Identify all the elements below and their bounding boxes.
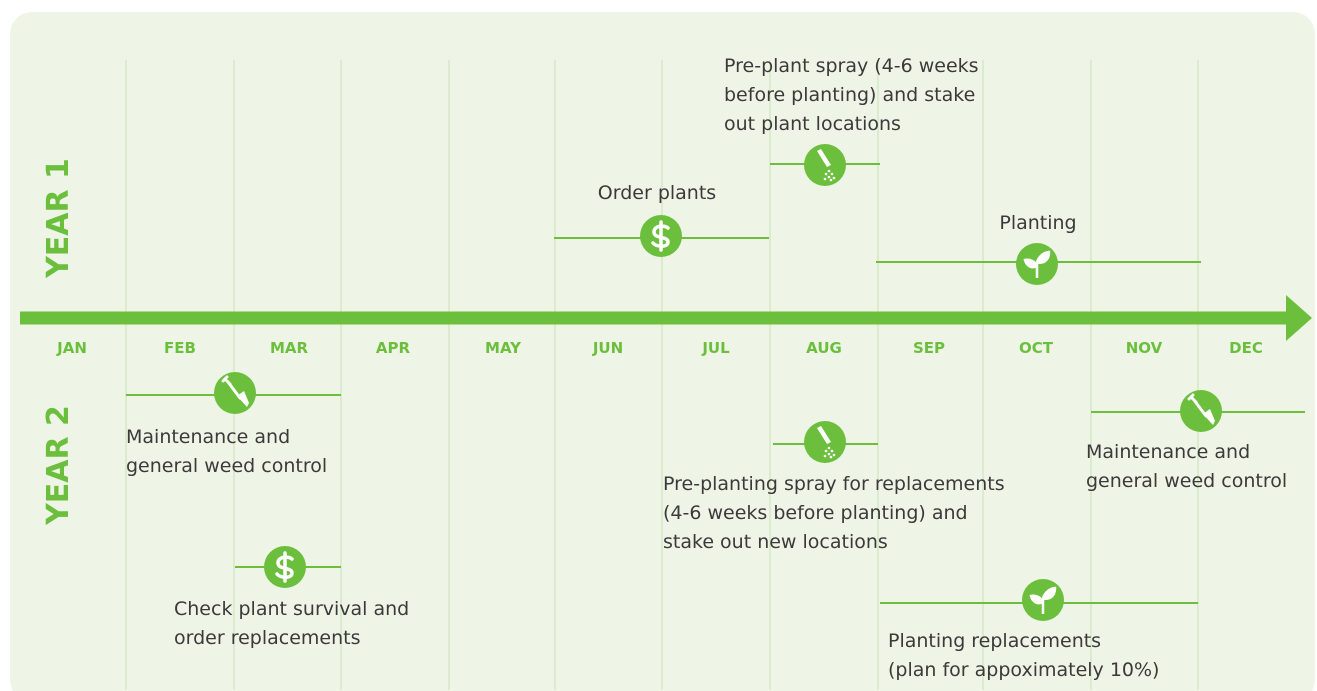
task-text: out plant locations [724, 113, 901, 135]
task-text: Planting replacements [888, 630, 1101, 652]
task-icon [640, 215, 682, 257]
icon-drop [833, 177, 836, 180]
icon-drop [828, 453, 831, 456]
task-text: Maintenance and [1086, 441, 1250, 463]
task-icon [214, 372, 256, 414]
month-label: MAR [270, 339, 309, 357]
task-text: Check plant survival and [174, 598, 409, 620]
task-text: Pre-planting spray for replacements [663, 473, 1005, 495]
task-icon [1180, 390, 1222, 432]
task-icon [804, 421, 846, 463]
task-text: Planting [999, 212, 1076, 234]
icon-drop [828, 170, 831, 173]
icon-drop [824, 178, 827, 181]
task-text: (plan for appoximately 10%) [888, 659, 1159, 681]
month-label: JUN [592, 339, 623, 357]
task-text: order replacements [174, 627, 361, 649]
task-text: Order plants [598, 182, 716, 204]
task-text: general weed control [1086, 470, 1287, 492]
icon-drop [825, 173, 828, 176]
icon-drop [831, 173, 834, 176]
task-icon [1022, 579, 1064, 621]
month-label: AUG [806, 339, 842, 357]
task-text: (4-6 weeks before planting) and [663, 502, 968, 524]
task-text: Pre-plant spray (4-6 weeks [724, 55, 979, 77]
icon-drop [824, 455, 827, 458]
icon-drop [830, 179, 833, 182]
task-icon [264, 546, 306, 588]
task-text: stake out new locations [663, 531, 888, 553]
month-label: APR [376, 339, 411, 357]
icon-drop [830, 456, 833, 459]
icon-drop [828, 176, 831, 179]
month-label: DEC [1229, 339, 1263, 357]
month-label: JAN [56, 339, 87, 357]
month-label: MAY [485, 339, 522, 357]
icon-drop [833, 454, 836, 457]
icon-drop [828, 447, 831, 450]
month-label: NOV [1126, 339, 1163, 357]
task-text: Maintenance and [126, 426, 290, 448]
month-label: OCT [1019, 339, 1054, 357]
task-text: before planting) and stake [724, 84, 975, 106]
task-text: general weed control [126, 455, 327, 477]
timeline: YEAR 1 YEAR 2 JAN FEB MAR APR MAY JUN JUL AUG SE… [0, 0, 1317, 691]
icon-drop [831, 450, 834, 453]
year-label: YEAR 1 [41, 158, 76, 279]
task-icon [804, 144, 846, 186]
month-label: SEP [913, 339, 945, 357]
icon-drop [825, 450, 828, 453]
task-icon [1016, 243, 1058, 285]
year-label: YEAR 2 [41, 405, 76, 526]
month-label: JUL [701, 339, 730, 357]
month-label: FEB [164, 339, 196, 357]
